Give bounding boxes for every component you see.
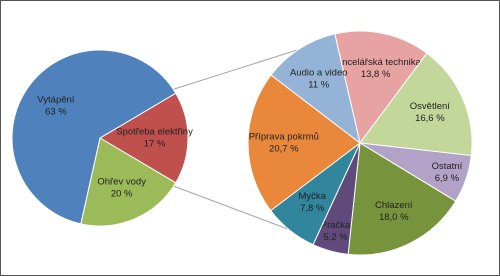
- pie-slice: [247, 74, 361, 212]
- slice-value-label: 7,8 %: [300, 203, 325, 214]
- slice-label: Audio a video: [290, 67, 348, 78]
- slice-label: Myčka: [299, 191, 327, 202]
- slice-value-label: 11 %: [308, 79, 330, 90]
- slice-value-label: 17 %: [144, 139, 166, 150]
- pie-slice: [334, 30, 428, 145]
- pie-slice: [359, 52, 473, 157]
- slice-value-label: 18,0 %: [379, 212, 409, 223]
- slice-label: Chlazení: [375, 200, 413, 211]
- pie-slice: [11, 49, 177, 225]
- slice-label: Příprava pokrmů: [249, 131, 319, 142]
- slice-label: Ohřev vody: [97, 177, 146, 188]
- slice-value-label: 63 %: [45, 106, 67, 117]
- slice-value-label: 16,6 %: [415, 113, 445, 124]
- slice-label: Vytápění: [37, 94, 75, 105]
- pie-slice: [347, 142, 457, 256]
- slice-label: Ostatní: [432, 161, 463, 172]
- pie-slice: [270, 33, 361, 145]
- slice-value-label: 13,8 %: [361, 69, 391, 80]
- slice-value-label: 6,9 %: [435, 173, 460, 184]
- slice-label: Kancelářská technika: [330, 57, 421, 68]
- slice-value-label: 20 %: [111, 189, 133, 200]
- slice-label: Spotřeba elektřiny: [116, 127, 193, 138]
- slice-value-label: 20,7 %: [269, 143, 299, 154]
- pie-slice: [99, 92, 189, 184]
- slice-label: Pračka: [321, 220, 351, 231]
- slice-label: Osvětlení: [410, 101, 450, 112]
- pie-slice: [80, 137, 177, 227]
- slice-value-label: 5,2 %: [323, 232, 348, 243]
